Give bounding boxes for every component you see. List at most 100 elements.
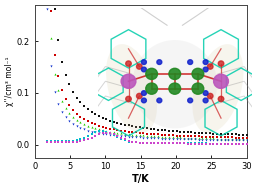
Point: [152, 128, 157, 131]
Point: [223, 137, 227, 140]
Circle shape: [169, 68, 181, 80]
Circle shape: [203, 91, 208, 95]
Ellipse shape: [192, 44, 243, 133]
Point: [171, 129, 175, 132]
Point: [160, 133, 164, 136]
Circle shape: [169, 83, 181, 94]
Point: [175, 136, 179, 139]
Circle shape: [207, 64, 213, 69]
Point: [208, 135, 212, 138]
Point: [82, 136, 86, 139]
Point: [53, 72, 57, 75]
Point: [75, 139, 79, 142]
Point: [45, 140, 49, 143]
Point: [115, 128, 120, 131]
Point: [112, 120, 116, 123]
Point: [149, 142, 153, 145]
Point: [178, 134, 182, 137]
Point: [123, 139, 127, 142]
Point: [245, 139, 249, 142]
Point: [123, 138, 127, 141]
Point: [237, 142, 241, 145]
Point: [141, 141, 145, 144]
Point: [119, 138, 123, 141]
Point: [56, 102, 60, 105]
Point: [149, 132, 153, 135]
Point: [245, 136, 249, 139]
Point: [60, 100, 65, 103]
Point: [119, 129, 123, 132]
Point: [71, 108, 75, 112]
Point: [200, 138, 204, 141]
Point: [141, 126, 145, 129]
Point: [97, 130, 101, 133]
Point: [193, 136, 197, 139]
Point: [241, 133, 245, 136]
Point: [86, 134, 90, 137]
Point: [160, 129, 164, 132]
Point: [197, 135, 201, 138]
Point: [163, 129, 167, 132]
Point: [237, 142, 241, 145]
Point: [152, 137, 157, 140]
Point: [53, 54, 57, 57]
Point: [171, 136, 175, 139]
Circle shape: [188, 60, 193, 64]
Point: [241, 142, 245, 145]
Point: [93, 131, 97, 134]
Point: [49, 9, 53, 12]
Point: [171, 142, 175, 145]
Point: [101, 132, 105, 135]
Point: [175, 134, 179, 137]
Point: [178, 142, 182, 145]
Point: [178, 142, 182, 145]
Point: [197, 131, 201, 134]
Point: [45, 7, 49, 10]
Point: [186, 136, 190, 139]
Point: [189, 135, 193, 138]
Point: [101, 129, 105, 132]
Point: [78, 115, 82, 118]
Point: [200, 132, 204, 135]
Point: [230, 142, 234, 145]
Circle shape: [146, 68, 158, 80]
Point: [104, 129, 108, 132]
Point: [211, 136, 215, 139]
Point: [178, 130, 182, 133]
Point: [156, 133, 160, 136]
Point: [186, 142, 190, 145]
Point: [163, 142, 167, 145]
Point: [149, 127, 153, 130]
Point: [223, 139, 227, 142]
Point: [56, 38, 60, 41]
Point: [167, 134, 171, 137]
Point: [189, 136, 193, 139]
Point: [230, 133, 234, 136]
Circle shape: [192, 83, 204, 94]
Point: [215, 142, 219, 145]
Point: [197, 142, 201, 145]
Point: [156, 142, 160, 145]
Point: [75, 112, 79, 115]
Point: [101, 125, 105, 128]
Point: [175, 130, 179, 133]
Point: [237, 136, 241, 139]
Point: [186, 131, 190, 134]
Point: [127, 124, 131, 127]
Point: [112, 134, 116, 137]
Point: [182, 142, 186, 145]
Point: [171, 137, 175, 140]
Point: [53, 140, 57, 143]
Point: [163, 135, 167, 138]
Point: [208, 138, 212, 141]
Point: [75, 125, 79, 128]
Point: [241, 142, 245, 145]
Point: [145, 132, 149, 135]
Point: [149, 136, 153, 139]
Point: [108, 133, 112, 136]
Point: [97, 124, 101, 127]
Point: [182, 142, 186, 145]
Circle shape: [203, 98, 208, 103]
Point: [167, 142, 171, 145]
Circle shape: [126, 96, 131, 102]
